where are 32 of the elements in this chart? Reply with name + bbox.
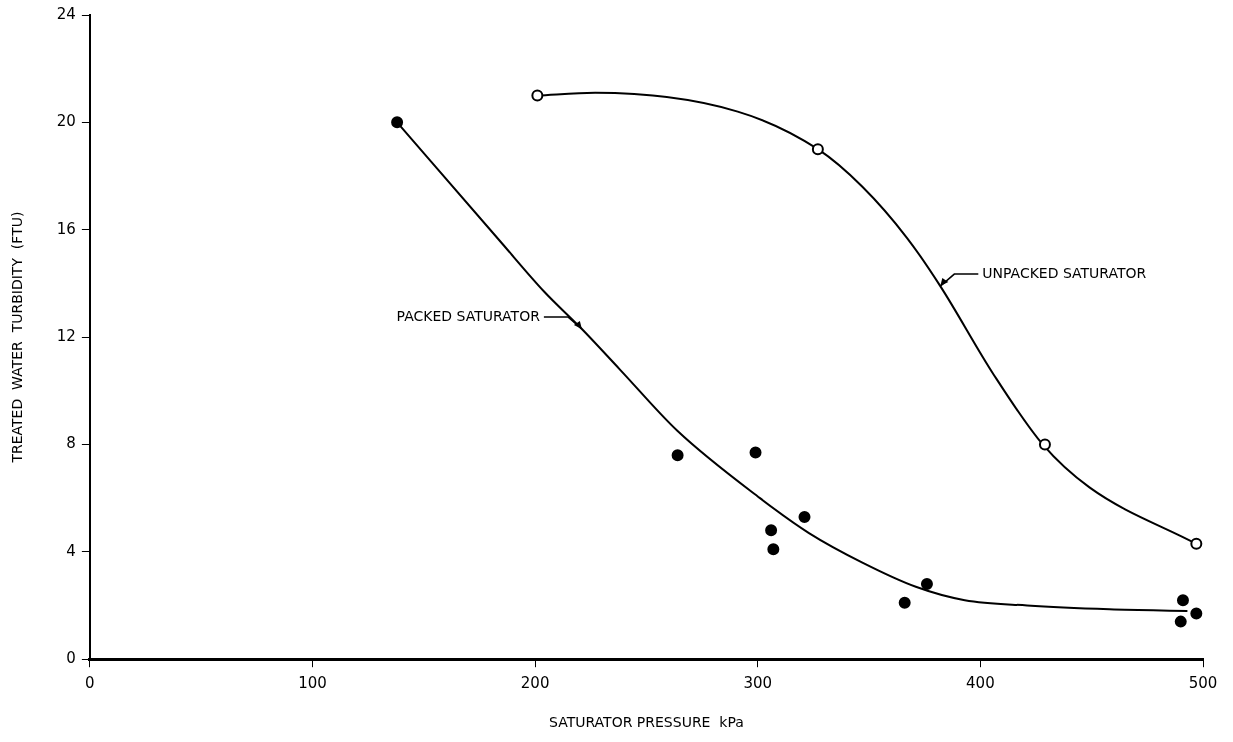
y-tick-label: 0 [66, 649, 76, 668]
point [531, 89, 544, 102]
annotation: PACKED SATURATOR [396, 307, 541, 324]
y-tick-label: 24 [56, 4, 76, 23]
y-tick-label: 12 [56, 326, 76, 345]
point [1038, 438, 1051, 451]
y-tick-label: 16 [56, 219, 76, 238]
y-tick-label: 8 [66, 434, 76, 453]
point [767, 543, 780, 556]
y-tick-label: 20 [56, 112, 76, 131]
point [765, 524, 778, 537]
x-tick-label: 500 [1188, 674, 1218, 693]
point [671, 449, 684, 462]
point [920, 578, 933, 591]
point [1176, 594, 1189, 607]
point [749, 446, 762, 459]
x-tick-label: 100 [298, 674, 327, 693]
point [798, 510, 811, 523]
point [1190, 537, 1203, 550]
x-tick-label: 200 [520, 674, 550, 693]
point [1174, 615, 1187, 628]
point [1190, 607, 1203, 620]
x-tick-label: 300 [743, 674, 773, 693]
point [391, 116, 404, 129]
point [898, 596, 911, 609]
annotation: UNPACKED SATURATOR [982, 264, 1147, 281]
x-tick-label: 400 [966, 674, 995, 693]
y-tick-label: 4 [66, 541, 76, 560]
x-tick-label: 0 [85, 674, 95, 693]
y-axis-title: TREATED WATER TURBIDITY (FTU) [9, 211, 26, 464]
point [811, 143, 824, 156]
x-axis-title: SATURATOR PRESSURE kPa [549, 714, 744, 731]
